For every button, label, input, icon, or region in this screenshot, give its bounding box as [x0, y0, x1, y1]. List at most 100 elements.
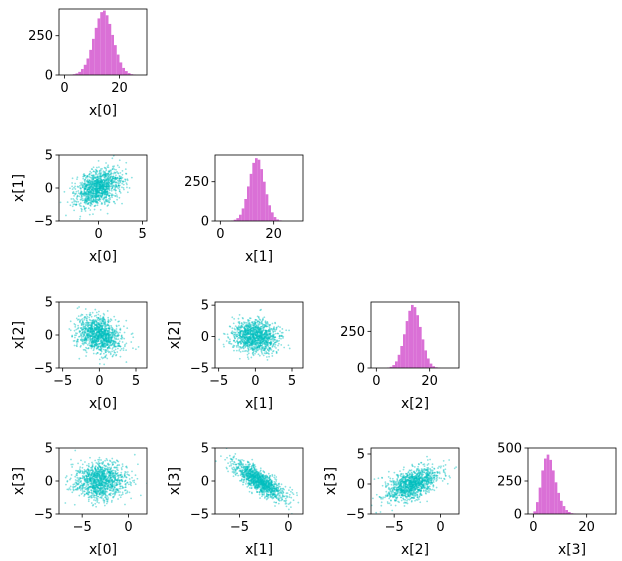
scatter-point: [102, 481, 105, 484]
scatter-point: [114, 490, 116, 492]
scatter-point: [105, 179, 108, 182]
scatter-point: [97, 328, 100, 331]
scatter-point: [252, 332, 255, 334]
scatter-point: [96, 326, 99, 329]
scatter-point: [104, 185, 107, 188]
scatter-point: [96, 170, 99, 173]
scatter-point: [88, 477, 91, 480]
scatter-point: [100, 328, 103, 331]
scatter-point: [112, 184, 114, 187]
scatter-point: [84, 331, 87, 333]
scatter-point: [115, 177, 118, 180]
scatter-point: [105, 172, 108, 175]
scatter-point: [83, 180, 86, 183]
scatter-point: [114, 177, 117, 180]
scatter-point: [99, 484, 101, 486]
scatter-point: [106, 348, 109, 350]
scatter-point: [92, 322, 95, 325]
scatter-point: [94, 170, 97, 173]
scatter-point: [90, 179, 93, 182]
scatter-point: [98, 338, 101, 341]
scatter-point: [88, 187, 90, 189]
scatter-point: [95, 475, 98, 478]
scatter-point: [120, 479, 123, 481]
scatter-point: [81, 193, 84, 195]
scatter-point: [67, 488, 70, 491]
scatter-point: [238, 326, 241, 329]
scatter-point: [91, 189, 93, 192]
scatter-point: [119, 177, 122, 180]
scatter-point: [250, 341, 253, 344]
scatter-point: [253, 336, 256, 339]
scatter-point: [86, 175, 89, 178]
scatter-point: [99, 484, 101, 487]
scatter-point: [244, 336, 246, 339]
scatter-point: [233, 335, 236, 338]
scatter-point: [257, 328, 260, 330]
scatter-point: [240, 325, 243, 328]
scatter-point: [118, 483, 121, 486]
scatter-point: [101, 327, 104, 330]
scatter-point: [252, 335, 254, 337]
scatter-point: [244, 329, 247, 332]
scatter-point: [107, 333, 110, 336]
scatter-point: [258, 321, 261, 324]
scatter-point: [269, 343, 272, 346]
scatter-point: [82, 328, 85, 330]
scatter-point: [98, 334, 101, 337]
scatter-point: [89, 335, 92, 338]
scatter-point: [255, 332, 258, 334]
scatter-point: [99, 466, 102, 469]
scatter-point: [232, 344, 235, 347]
scatter-point: [90, 196, 93, 199]
scatter-point: [259, 340, 262, 342]
scatter-point: [240, 342, 243, 345]
scatter-point: [95, 462, 98, 464]
scatter-point: [89, 335, 92, 338]
scatter-point: [247, 345, 249, 348]
scatter-point: [94, 190, 97, 193]
scatter-point: [92, 481, 95, 483]
scatter-point: [243, 334, 246, 336]
scatter-point: [90, 489, 92, 492]
scatter-point: [87, 486, 90, 489]
scatter-point: [258, 340, 261, 343]
scatter-point: [90, 187, 93, 190]
scatter-point: [107, 479, 110, 482]
scatter-point: [104, 496, 107, 498]
scatter-point: [237, 326, 240, 329]
scatter-point: [251, 340, 254, 343]
scatter-point: [249, 337, 251, 340]
scatter-point: [269, 332, 272, 335]
scatter-point: [110, 179, 113, 182]
scatter-point: [98, 468, 101, 471]
scatter-point: [96, 178, 99, 181]
scatter-point: [236, 340, 238, 343]
scatter-point: [92, 503, 95, 506]
scatter-point: [111, 333, 114, 336]
scatter-point: [95, 182, 98, 184]
scatter-point: [95, 333, 98, 336]
scatter-point: [106, 468, 109, 471]
scatter-point: [95, 311, 98, 314]
scatter-point: [87, 327, 90, 330]
histogram-bar: [276, 219, 279, 221]
scatter-point: [112, 353, 115, 356]
scatter-point: [116, 331, 119, 334]
scatter-point: [110, 467, 112, 470]
scatter-point: [241, 339, 243, 342]
scatter-point: [90, 330, 92, 333]
scatter-point: [95, 189, 98, 192]
scatter-point: [109, 476, 112, 479]
scatter-point: [97, 326, 99, 329]
scatter-point: [89, 209, 92, 211]
scatter-point: [247, 335, 250, 338]
scatter-point: [83, 183, 86, 186]
scatter-point: [94, 204, 97, 207]
scatter-point: [104, 494, 107, 496]
scatter-point: [91, 504, 94, 507]
scatter-point: [100, 322, 103, 325]
scatter-point: [71, 182, 74, 184]
scatter-point: [116, 459, 119, 462]
